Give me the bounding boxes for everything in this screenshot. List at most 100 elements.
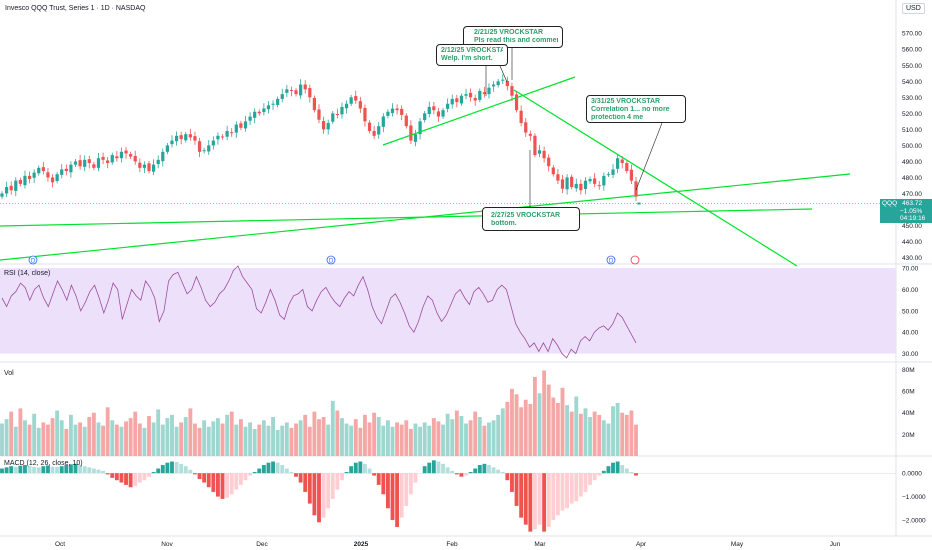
volume-bar	[50, 418, 55, 456]
chart-title: Invesco QQQ Trust, Series 1 · 1D · NASDA…	[5, 5, 146, 12]
annotation-2-12[interactable]: 2/12/25 VROCKSTAR Welp. I'm short.	[436, 44, 508, 66]
volume-bar	[215, 418, 220, 456]
candle-body	[55, 174, 59, 181]
candle-body	[524, 122, 528, 133]
macd-histogram-bar	[211, 473, 216, 492]
candle-body	[174, 135, 179, 142]
macd-histogram-bar	[450, 470, 455, 474]
time-tick-label: 2025	[354, 541, 369, 548]
volume-bar	[363, 414, 367, 456]
macd-histogram-bar	[96, 469, 101, 474]
macd-histogram-bar	[298, 473, 303, 483]
candle-body	[207, 145, 211, 152]
macd-histogram-bar	[18, 465, 23, 474]
macd-histogram-bar	[275, 462, 280, 474]
macd-histogram-bar	[188, 469, 193, 474]
candle-body	[519, 110, 523, 123]
macd-histogram-bar	[491, 467, 496, 474]
macd-histogram-bar	[459, 473, 464, 477]
annotation-2-21[interactable]: 2/21/25 VROCKSTAR Pls read this and comm…	[463, 26, 563, 48]
candle-body	[161, 151, 165, 162]
candle-body	[335, 113, 339, 115]
volume-bar	[128, 418, 133, 456]
macd-histogram-bar	[215, 473, 220, 497]
macd-histogram-bar	[367, 468, 372, 474]
macd-histogram-bar	[133, 473, 138, 487]
candle-body	[317, 109, 321, 120]
volume-bar	[101, 425, 106, 456]
candle-body	[514, 94, 519, 111]
price-tick-label: 430.00	[902, 255, 922, 262]
volume-bar	[165, 418, 170, 456]
candle-body	[537, 150, 542, 154]
volume-bar	[289, 427, 294, 456]
price-tick-label: 540.00	[902, 79, 922, 86]
volume-bar	[41, 422, 46, 456]
candle-body	[156, 159, 160, 164]
macd-histogram-bar	[390, 473, 395, 520]
volume-bar	[193, 423, 197, 456]
candle-body	[556, 174, 560, 181]
macd-histogram-bar	[252, 472, 257, 474]
candle-body	[505, 80, 509, 87]
candle-body	[110, 155, 114, 163]
macd-histogram-bar	[87, 467, 92, 474]
candle-body	[312, 97, 317, 111]
macd-histogram-bar	[523, 473, 528, 525]
macd-histogram-bar	[294, 473, 298, 477]
macd-histogram-bar	[358, 461, 363, 474]
candle-body	[464, 94, 468, 96]
candle-body	[459, 95, 464, 104]
macd-histogram-bar	[578, 473, 583, 497]
macd-histogram-bar	[59, 466, 64, 474]
volume-bar	[275, 430, 280, 456]
volume-bar	[170, 414, 174, 456]
candle-body	[441, 110, 445, 117]
candle-body	[478, 90, 482, 100]
volume-bar	[266, 425, 271, 456]
candle-body	[78, 160, 82, 167]
candle-body	[547, 157, 551, 167]
annotation-3-31-line-1: 3/31/25 VROCKSTAR	[591, 98, 661, 105]
candle-body	[266, 105, 271, 110]
volume-bar	[13, 426, 18, 456]
currency-label[interactable]: USD	[902, 3, 925, 14]
candle-body	[9, 185, 13, 191]
volume-bar	[298, 420, 303, 456]
macd-histogram-bar	[78, 465, 83, 474]
candle-body	[560, 179, 565, 189]
macd-histogram-bar	[312, 473, 317, 516]
volume-bar	[261, 420, 266, 456]
volume-bar	[445, 413, 450, 456]
candle-body	[395, 108, 399, 111]
candle-body	[363, 107, 367, 122]
candle-body	[101, 156, 105, 160]
candle-body	[606, 174, 611, 176]
annotation-2-27[interactable]: 2/27/25 VROCKSTAR bottom.	[482, 207, 580, 231]
candle-body	[446, 103, 450, 109]
volume-bar	[151, 422, 156, 456]
candle-body	[358, 101, 362, 109]
volume-bar	[335, 410, 340, 456]
candle-body	[271, 103, 275, 105]
candle-body	[602, 175, 606, 186]
macd-histogram-bar	[583, 473, 588, 492]
macd-histogram-bar	[349, 466, 354, 474]
annotation-3-31[interactable]: 3/31/25 VROCKSTAR Correlation 1... no mo…	[586, 95, 686, 123]
candle-body	[248, 116, 252, 121]
macd-histogram-bar	[160, 465, 165, 474]
volume-bar	[243, 426, 248, 456]
macd-histogram-bar	[9, 466, 14, 474]
macd-histogram-bar	[55, 467, 60, 474]
candle-body	[367, 122, 372, 131]
volume-bar	[36, 427, 41, 456]
macd-histogram-bar	[569, 473, 574, 504]
macd-histogram-bar	[105, 473, 110, 475]
candle-body	[106, 160, 110, 164]
macd-histogram-bar	[124, 473, 128, 485]
macd-histogram-bar	[588, 473, 592, 485]
volume-bar	[197, 427, 202, 456]
candle-body	[597, 185, 601, 187]
macd-histogram-bar	[340, 473, 344, 481]
